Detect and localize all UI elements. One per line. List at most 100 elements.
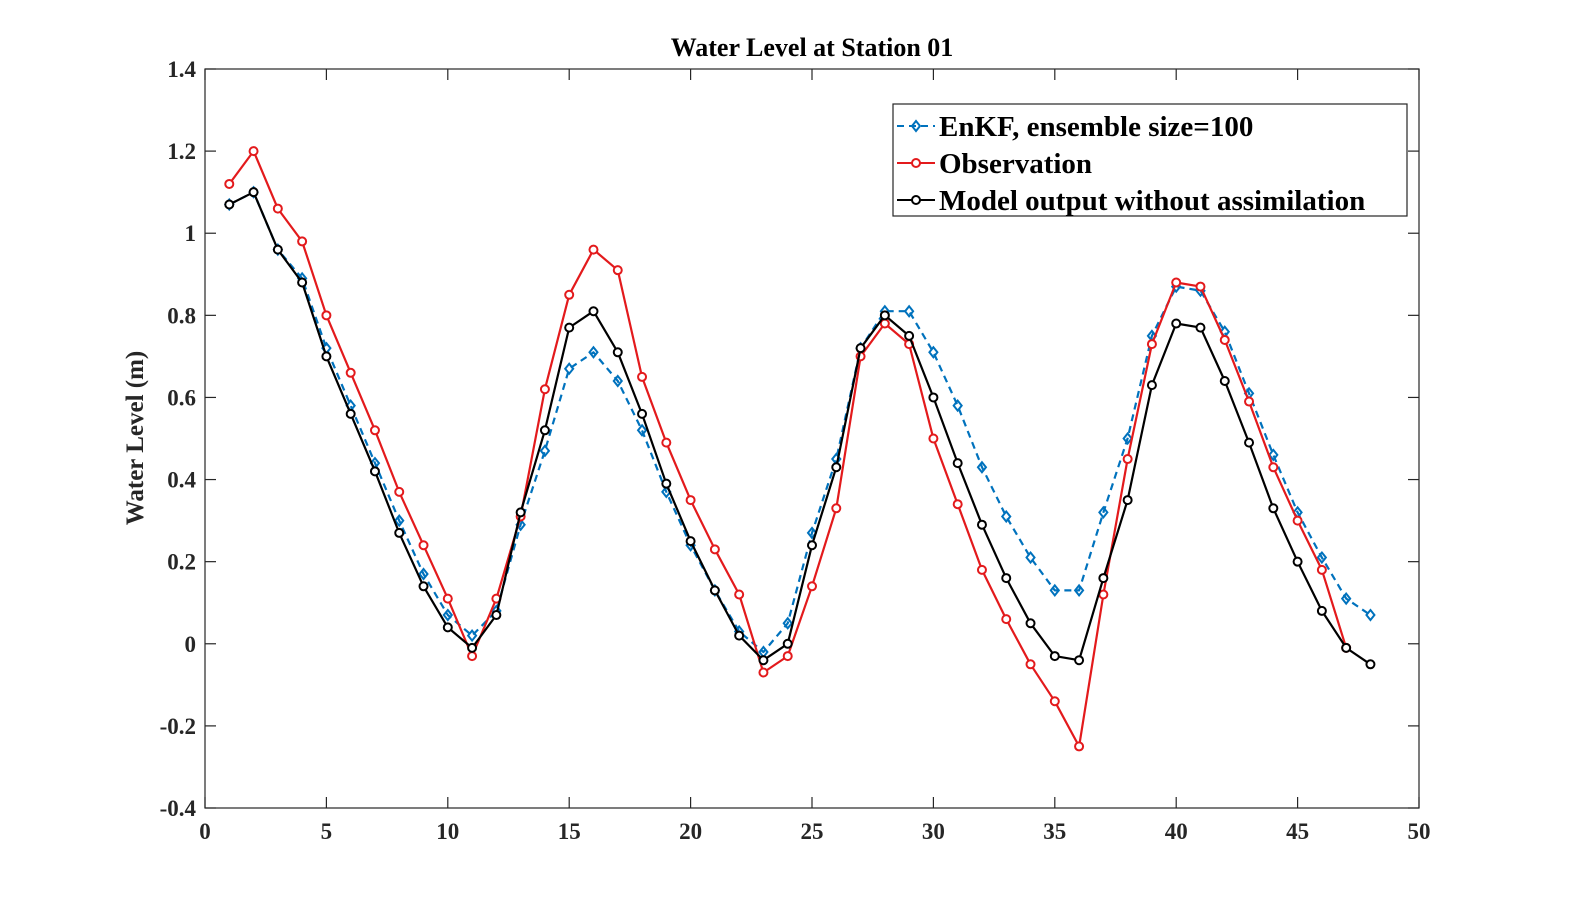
x-tick-label: 15 <box>558 819 581 844</box>
y-axis-label: Water Level (m) <box>122 351 149 525</box>
data-point-model <box>782 638 793 649</box>
data-point-observation <box>928 433 939 444</box>
data-point-observation <box>1098 589 1109 600</box>
data-point-model <box>831 462 842 473</box>
data-point-model <box>976 519 987 530</box>
data-point-model <box>637 408 648 419</box>
data-point-observation <box>224 178 235 189</box>
y-tick-label: 0 <box>185 632 197 657</box>
data-point-observation <box>1292 515 1303 526</box>
axes-layer: 0 5 10 15 20 25 30 35 40 45 50 -0.4 -0.2 0 0.2 0.4 0.6 0.… <box>160 57 1431 844</box>
data-point-enkf <box>1000 509 1012 524</box>
data-point-observation <box>1244 396 1255 407</box>
data-point-model <box>661 478 672 489</box>
data-point-model <box>564 322 575 333</box>
x-tick-label: 35 <box>1043 819 1066 844</box>
data-point-enkf <box>1268 448 1279 462</box>
data-point-model <box>224 199 235 210</box>
data-point-observation <box>1049 696 1060 707</box>
data-point-observation <box>709 544 720 555</box>
data-point-enkf <box>1025 550 1036 565</box>
x-tick-label: 25 <box>801 819 824 844</box>
data-point-observation <box>345 367 356 378</box>
data-point-enkf <box>1316 550 1328 565</box>
x-tick-label: 5 <box>321 819 333 844</box>
data-point-observation <box>418 540 429 551</box>
x-tick-label: 20 <box>679 819 702 844</box>
x-tick-label: 10 <box>436 819 459 844</box>
data-point-model <box>1292 556 1303 567</box>
data-point-model <box>1244 437 1255 448</box>
data-point-enkf <box>1098 505 1109 520</box>
data-point-model <box>369 466 380 477</box>
data-point-observation <box>564 289 575 300</box>
data-point-model <box>855 343 866 354</box>
data-point-observation <box>272 203 283 214</box>
data-point-observation <box>661 437 672 448</box>
data-point-observation <box>1195 281 1206 292</box>
data-point-model <box>1316 605 1327 616</box>
data-point-observation <box>1146 339 1157 350</box>
data-point-observation <box>734 589 745 600</box>
data-point-observation <box>807 581 817 592</box>
data-point-model <box>467 642 478 653</box>
legend: EnKF, ensemble size=100 Observation Mode… <box>892 103 1408 217</box>
data-point-model <box>1219 376 1230 387</box>
y-tick-label: 1.4 <box>167 57 196 82</box>
y-tick-label: 1.2 <box>167 139 196 164</box>
data-point-observation <box>612 265 623 276</box>
data-point-model <box>345 408 356 419</box>
data-point-model <box>491 610 502 621</box>
data-point-observation <box>1074 741 1085 752</box>
data-point-observation <box>952 499 963 510</box>
legend-marker-enkf <box>910 119 922 133</box>
data-point-enkf <box>903 304 915 318</box>
data-point-observation <box>758 667 769 678</box>
data-point-observation <box>782 651 793 662</box>
y-tick-label: -0.4 <box>160 796 197 821</box>
data-point-enkf <box>393 514 405 528</box>
data-point-model <box>297 277 308 288</box>
data-point-observation <box>1171 277 1182 288</box>
data-point-model <box>418 581 429 592</box>
data-point-model <box>734 630 745 641</box>
data-point-enkf <box>976 460 988 474</box>
data-point-model <box>1122 495 1133 506</box>
x-tick-label: 0 <box>199 819 211 844</box>
y-tick-label: 0.6 <box>167 385 196 410</box>
data-point-observation <box>442 593 453 604</box>
data-point-model <box>685 536 696 547</box>
data-point-observation <box>1001 614 1012 625</box>
data-point-observation <box>976 564 987 575</box>
data-point-model <box>952 458 963 469</box>
data-point-observation <box>297 236 308 247</box>
data-point-observation <box>588 244 599 255</box>
y-tick-label: 0.2 <box>167 550 196 575</box>
y-tick-label: 0.8 <box>167 303 196 328</box>
data-point-enkf <box>1365 608 1376 622</box>
series-layer <box>223 146 1376 752</box>
data-point-model <box>1365 659 1376 670</box>
data-point-enkf <box>612 374 624 388</box>
data-point-enkf <box>588 345 599 359</box>
data-point-enkf <box>1122 431 1133 446</box>
data-point-observation <box>539 384 550 395</box>
data-point-observation <box>1316 564 1327 575</box>
series-model <box>224 187 1376 670</box>
data-point-model <box>1025 618 1036 629</box>
data-point-observation <box>1268 462 1279 473</box>
chart-title: Water Level at Station 01 <box>671 33 954 62</box>
data-point-model <box>904 330 915 341</box>
y-tick-label: -0.2 <box>160 714 196 739</box>
data-point-model <box>1074 655 1085 666</box>
data-point-model <box>248 187 259 198</box>
data-point-model <box>612 347 623 358</box>
data-point-enkf <box>928 345 939 359</box>
data-point-enkf <box>1073 583 1085 598</box>
data-point-observation <box>1025 659 1036 670</box>
data-point-model <box>1001 573 1012 584</box>
data-point-enkf <box>418 567 429 581</box>
legend-label-observation: Observation <box>939 148 1092 180</box>
legend-label-enkf: EnKF, ensemble size=100 <box>939 111 1253 143</box>
